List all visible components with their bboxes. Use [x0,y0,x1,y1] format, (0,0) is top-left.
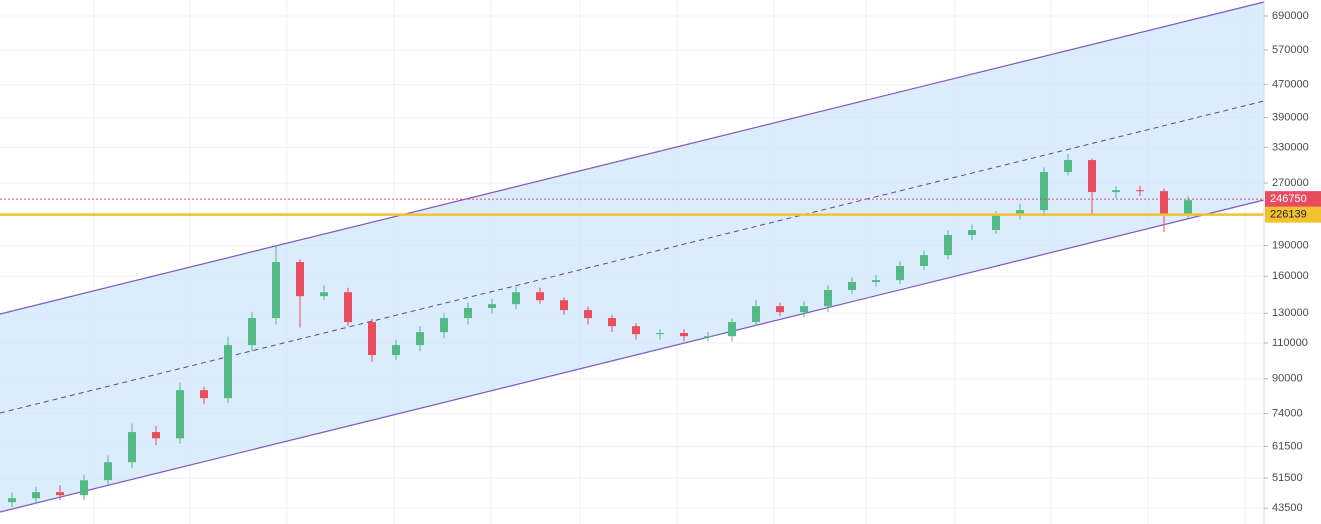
candle-body [992,215,1000,231]
candle-body [224,345,232,399]
candle-body [896,265,904,281]
candle-body [920,255,928,266]
y-tick-label: 43500 [1272,502,1303,514]
candle-body [1112,190,1120,193]
candle-body [968,230,976,236]
candle-body [200,390,208,399]
candle-body [584,310,592,319]
y-tick-label: 160000 [1272,270,1309,282]
candle-body [680,333,688,337]
candle-body [872,280,880,283]
price-label: 246750 [1270,193,1307,205]
price-label: 226139 [1270,209,1307,221]
candle-body [656,333,664,335]
candle-body [248,318,256,346]
candle-body [416,332,424,346]
candle-body [824,290,832,307]
candle-body [1088,160,1096,193]
candle-body [848,282,856,291]
candle-body [56,492,64,496]
y-tick-label: 390000 [1272,112,1309,124]
y-tick-label: 90000 [1272,373,1303,385]
y-tick-label: 74000 [1272,407,1303,419]
candle-body [152,432,160,439]
candle-body [1016,210,1024,216]
candle-body [8,498,16,503]
candle-body [536,292,544,301]
candle-body [344,292,352,323]
channel-upper [0,1,1265,315]
y-tick-label: 690000 [1272,10,1309,22]
candle-body [296,262,304,297]
candle-body [1064,160,1072,173]
candle-body [512,292,520,305]
candle-body [1184,200,1192,215]
candle-body [128,432,136,463]
channel-median [0,100,1265,414]
price-label-box [1265,191,1321,208]
candle-body [80,480,88,496]
price-lines [0,198,1264,216]
candle-body [392,345,400,356]
candle-body [272,262,280,319]
y-tick-label: 61500 [1272,440,1303,452]
candle-body [728,322,736,337]
candle-body [632,326,640,335]
y-tick-label: 110000 [1272,337,1308,349]
candle-body [944,235,952,256]
candle-body [776,306,784,313]
candles [8,153,1192,507]
candle-body [608,318,616,327]
y-tick-label: 51500 [1272,472,1303,484]
y-tick-label: 470000 [1272,78,1309,90]
candle-body [320,292,328,297]
candle-body [464,307,472,319]
candle-body [704,336,712,338]
candle-body [800,306,808,313]
candle-body [1136,190,1144,192]
candle-body [368,322,376,356]
y-tick-label: 270000 [1272,177,1309,189]
y-tick-label: 130000 [1272,307,1309,319]
candle-body [32,492,40,499]
price-label-box [1265,206,1321,223]
candle-body [104,462,112,481]
candle-body [488,304,496,308]
candle-body [440,318,448,333]
y-tick-label: 570000 [1272,44,1309,56]
y-tick-label: 330000 [1272,141,1309,153]
y-tick-label: 190000 [1272,240,1309,252]
channel-lower [0,199,1265,513]
price-axis: 43500 51500 61500 74000 90000 110000 130000 160… [1264,10,1321,514]
candle-body [560,300,568,311]
candle-body [1040,172,1048,211]
candle-body [176,390,184,439]
candle-body [752,306,760,323]
candle-body [1160,191,1168,215]
